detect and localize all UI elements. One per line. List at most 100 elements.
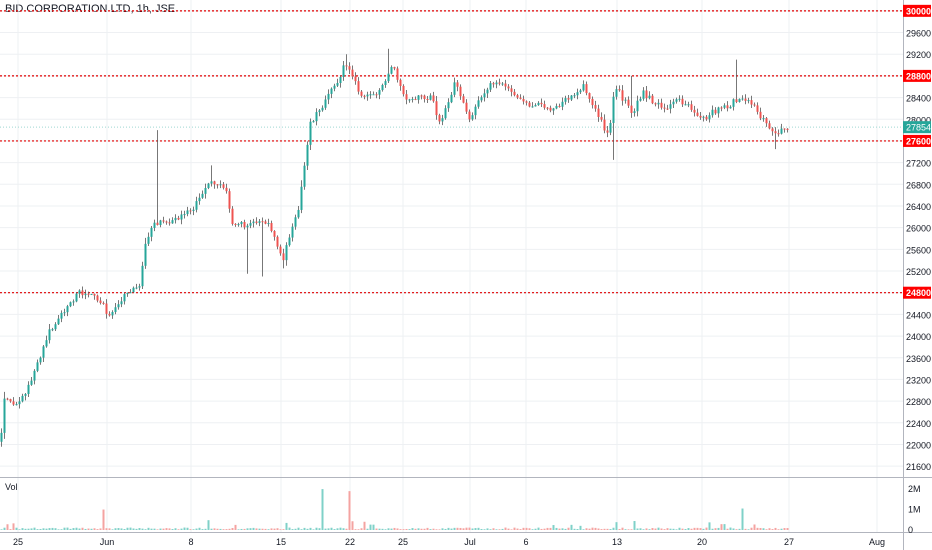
volume-bar [222,529,225,530]
candle-body [267,223,270,225]
candle [498,78,501,86]
candle-body [714,109,717,114]
candle [651,94,654,105]
volume-bar [777,529,780,530]
candle-body [396,68,399,80]
volume-bar [27,528,30,530]
candle-body [573,95,576,97]
candle [444,105,447,120]
candle-body [87,293,90,295]
time-tick-label: 27 [784,537,794,547]
volume-bar [189,529,192,530]
candle-body [165,221,168,223]
candle [552,107,555,115]
candle [264,219,267,225]
candle [561,97,564,111]
volume-bar [486,528,489,530]
volume-bar [243,528,246,530]
volume-bar [285,522,288,530]
candle-body [30,380,33,385]
candle [588,92,591,103]
volume-bar [303,527,306,530]
candle [339,75,342,88]
candle [483,88,486,102]
volume-bar [765,529,768,530]
time-tick-label: 6 [523,537,528,547]
candle-body [387,73,390,82]
volume-bar [51,527,54,530]
candle-body [609,122,612,133]
candle [300,180,303,214]
candle [747,97,750,104]
candle [60,310,63,323]
candle-body [171,220,174,224]
volume-bar [372,524,375,530]
volume-bar [153,528,156,530]
candle-body [261,221,264,223]
volume-bar [135,528,138,530]
candle-body [588,93,591,99]
volume-bar [750,527,753,530]
candle-body [150,227,153,237]
candle [681,95,684,108]
candle [39,356,42,365]
volume-bar [600,529,603,530]
candle-body [747,100,750,102]
volume-bar [552,525,555,530]
candle [147,232,150,247]
candle [624,97,627,104]
candle [465,99,468,114]
candle [612,91,615,160]
volume-bar [327,528,330,530]
price-tick-label: 27200 [906,159,931,169]
price-tick-label: 22000 [906,440,931,450]
candle [15,401,18,406]
candle [684,100,687,106]
candle [429,93,432,101]
candle-body [162,220,165,222]
candle-body [108,313,111,316]
volume-bar [84,528,87,530]
volume-bar [387,528,390,530]
candle [642,87,645,101]
candle-body [480,97,483,101]
candle-body [15,404,18,406]
volume-bar [621,527,624,530]
volume-bar [744,528,747,530]
candle [672,98,675,109]
candle-body [330,88,333,94]
volume-bar [768,528,771,530]
candle [138,283,141,291]
candle-body [438,115,441,122]
candle-body [135,287,138,289]
volume-bar [618,529,621,530]
volume-bar [480,529,483,530]
candle-body [669,104,672,109]
candle [282,248,285,269]
candle-body [450,94,453,103]
candle [501,81,504,86]
candle-body [390,67,393,74]
volume-bar [603,528,606,530]
candle-body [297,209,300,218]
candle-body [324,99,327,108]
volume-bar [348,491,351,530]
candle [603,114,606,134]
candle [102,301,105,305]
candle-body [312,121,315,123]
volume-bar [738,528,741,530]
candle [63,308,66,317]
candle [342,61,345,81]
volume-bar [60,529,63,530]
candle [237,222,240,227]
volume-bar [435,529,438,530]
volume-bar [597,528,600,530]
candle [723,103,726,110]
candle-body [738,98,741,102]
volume-bar [363,521,366,530]
candle-body [228,191,231,209]
candle [480,95,483,103]
volume-bar [93,528,96,530]
volume-bar [714,528,717,530]
